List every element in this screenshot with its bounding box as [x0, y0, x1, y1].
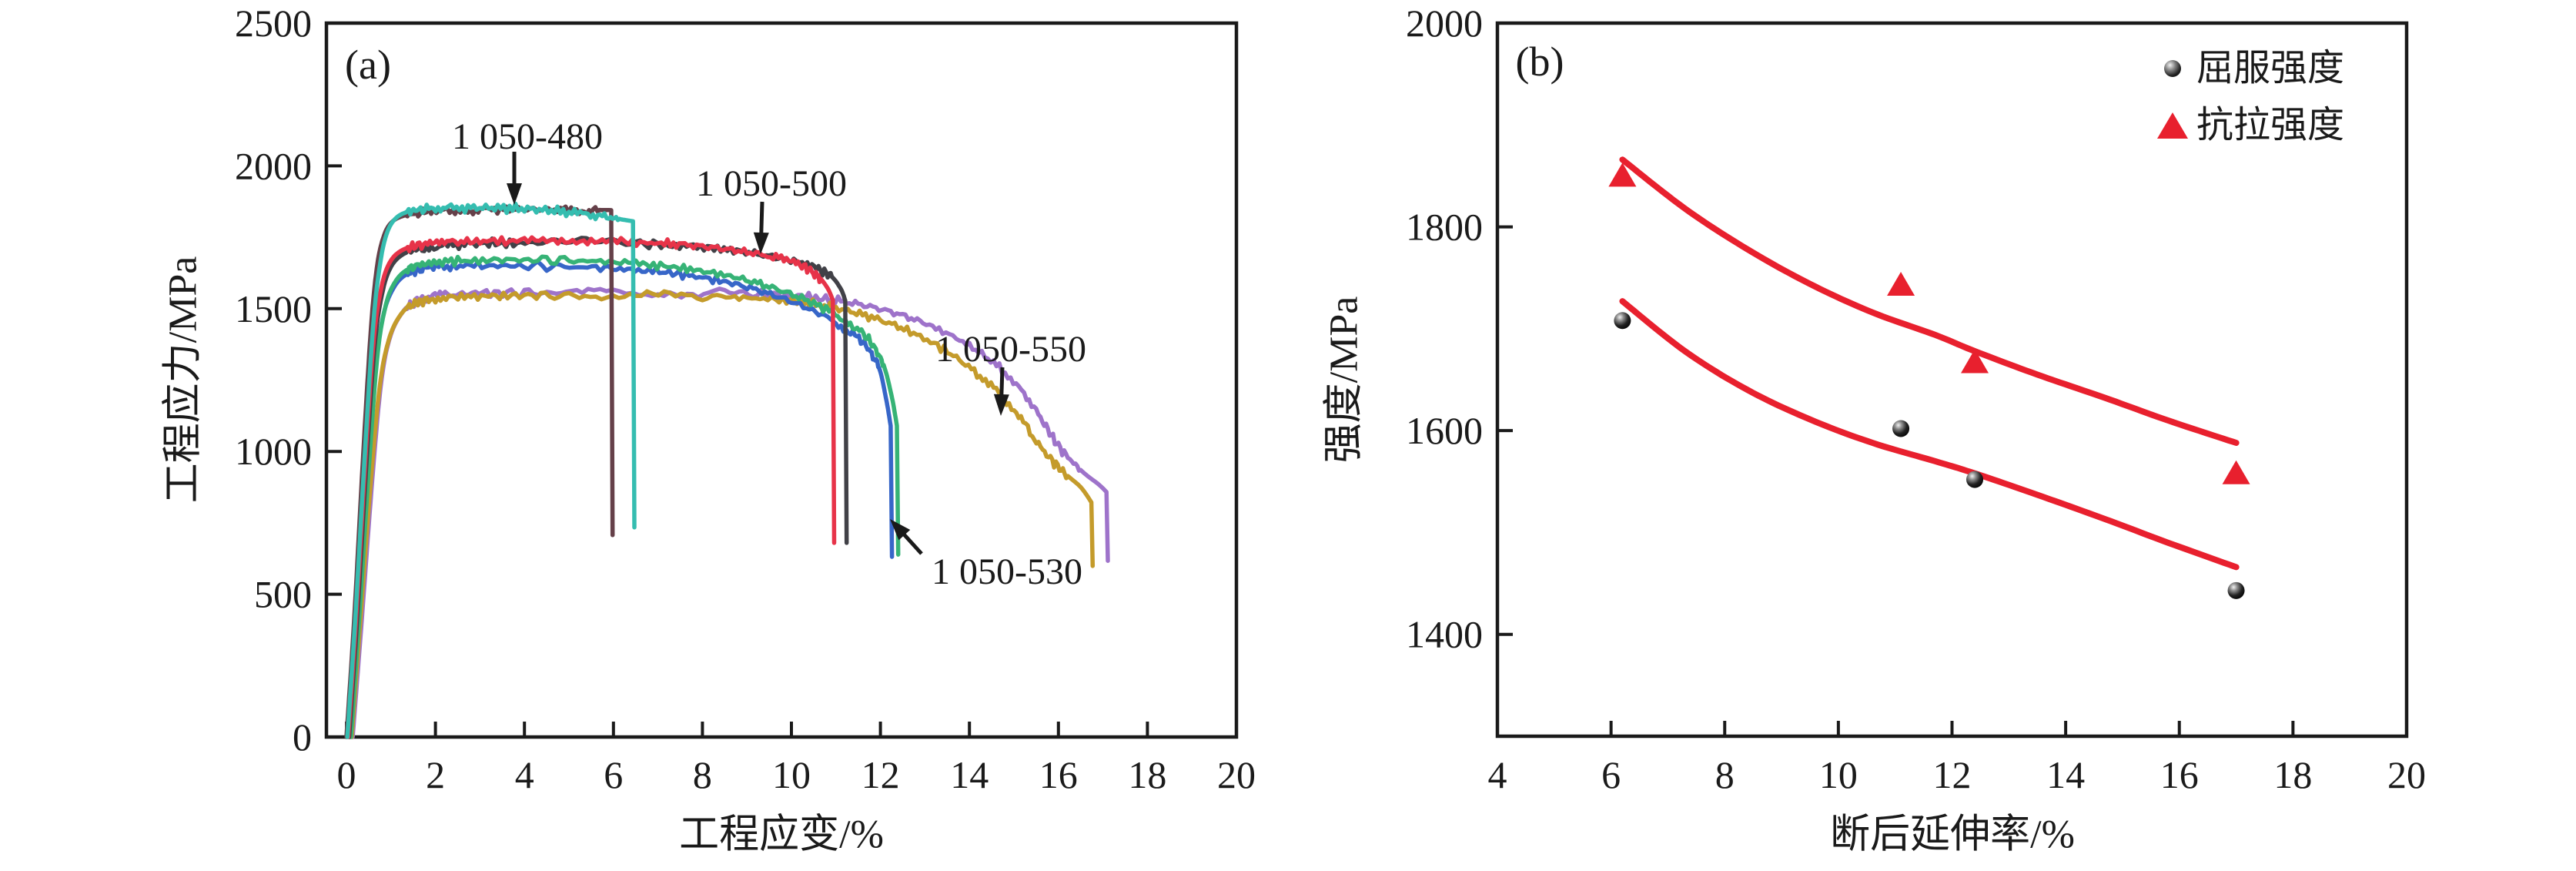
panel-b-x-tick-label: 20 [2387, 753, 2426, 796]
panel-b-x-tick-label: 4 [1488, 753, 1507, 796]
curve-1-050-530-2 [349, 254, 901, 739]
panel-a-x-tick-label: 18 [1128, 753, 1166, 796]
yield-strength-circle-marker-icon [2164, 60, 2181, 77]
panel-b-y-tick-label: 1600 [1406, 409, 1483, 452]
curve-1-050-500-2 [346, 236, 849, 739]
panel-a-annotation-text: 1 050-480 [452, 116, 603, 157]
panel-b-y-tick-label: 1800 [1406, 206, 1483, 249]
curve-1-050-530-1 [347, 259, 895, 739]
panel-b-label: (b) [1515, 39, 1564, 85]
panel-b-x-tick-label: 14 [2046, 753, 2085, 796]
tensile-strength-data-point [1887, 271, 1915, 296]
yield-strength-data-point [1966, 471, 1984, 488]
panel-a-x-tick-label: 16 [1039, 753, 1078, 796]
panel-a-x-tick-label: 14 [950, 753, 989, 796]
panel-a-annotation-arrowhead [890, 519, 911, 541]
panel-a-x-tick-label: 8 [693, 753, 712, 796]
panel-a-x-tick-label: 2 [426, 753, 445, 796]
panel-a-annotation-arrowhead [753, 232, 769, 254]
panel-a-x-tick-label: 10 [772, 753, 811, 796]
panel-a-x-axis-title: 工程应变/% [679, 812, 884, 857]
panel-a-x-tick-label: 20 [1217, 753, 1256, 796]
panel-a-frame [324, 21, 1239, 739]
panel-a-annotation-text: 1 050-530 [932, 551, 1082, 592]
panel-a-x-tick-label: 12 [861, 753, 900, 796]
legend-label-yield: 屈服强度 [2196, 48, 2345, 89]
yield-strength-data-point [2227, 581, 2245, 599]
panel-a-x-tick-label: 0 [337, 753, 356, 796]
panel-b-x-axis-title: 断后延伸率/% [1830, 812, 2075, 857]
curve-1-050-550-1 [350, 289, 1096, 739]
panel-a-y-axis-title: 工程应力/MPa [161, 256, 206, 504]
panel-b-x-tick-label: 8 [1715, 753, 1735, 796]
panel-b-y-tick-label: 2000 [1406, 2, 1483, 45]
curve-1-050-480-1 [344, 204, 615, 739]
legend-item-yield: 屈服强度 [2153, 40, 2344, 97]
tensile-fit-line [1619, 156, 2240, 446]
tensile-strength-data-point [1608, 162, 1637, 187]
panel-b-x-tick-label: 18 [2273, 753, 2312, 796]
panel-b-x-tick-label: 16 [2160, 753, 2199, 796]
panel-a-y-tick-label: 2000 [235, 144, 312, 187]
panel-b-x-tick-label: 6 [1601, 753, 1621, 796]
yield-strength-data-point [1614, 312, 1631, 330]
panel-a-label: (a) [345, 42, 391, 88]
curve-1-050-500-1 [346, 235, 837, 739]
panel-a-y-tick-label: 2500 [235, 2, 312, 45]
legend-label-tensile: 抗拉强度 [2196, 105, 2345, 146]
panel-b-x-tick-label: 12 [1933, 753, 1972, 796]
panel-a-y-tick-label: 1000 [235, 430, 312, 473]
legend: 屈服强度 抗拉强度 [2153, 40, 2344, 154]
tensile-strength-data-point [1961, 349, 1989, 374]
panel-a-annotation-arrowhead [507, 183, 522, 205]
yield-fit-line [1619, 298, 2240, 571]
panel-b-x-tick-label: 10 [1819, 753, 1858, 796]
panel-a-x-tick-label: 4 [515, 753, 534, 796]
curve-1-050-480-2 [345, 201, 637, 739]
tensile-strength-triangle-marker-icon [2157, 112, 2188, 139]
panel-a-x-tick-label: 6 [604, 753, 623, 796]
panel-a-annotation-text: 1 050-550 [935, 329, 1086, 370]
panel-a-y-tick-label: 0 [293, 715, 312, 759]
panel-a-annotation-arrowhead [993, 394, 1009, 416]
tensile-strength-data-point [2222, 460, 2250, 484]
panel-b-y-axis-title: 强度/MPa [1322, 296, 1367, 464]
yield-strength-data-point [1892, 420, 1910, 437]
panel-a-annotation-text: 1 050-500 [696, 163, 847, 204]
panel-a-y-tick-label: 500 [254, 573, 312, 616]
panel-a-y-tick-label: 1500 [235, 287, 312, 330]
legend-item-tensile: 抗拉强度 [2153, 97, 2344, 154]
panel-b-y-tick-label: 1400 [1406, 613, 1483, 656]
